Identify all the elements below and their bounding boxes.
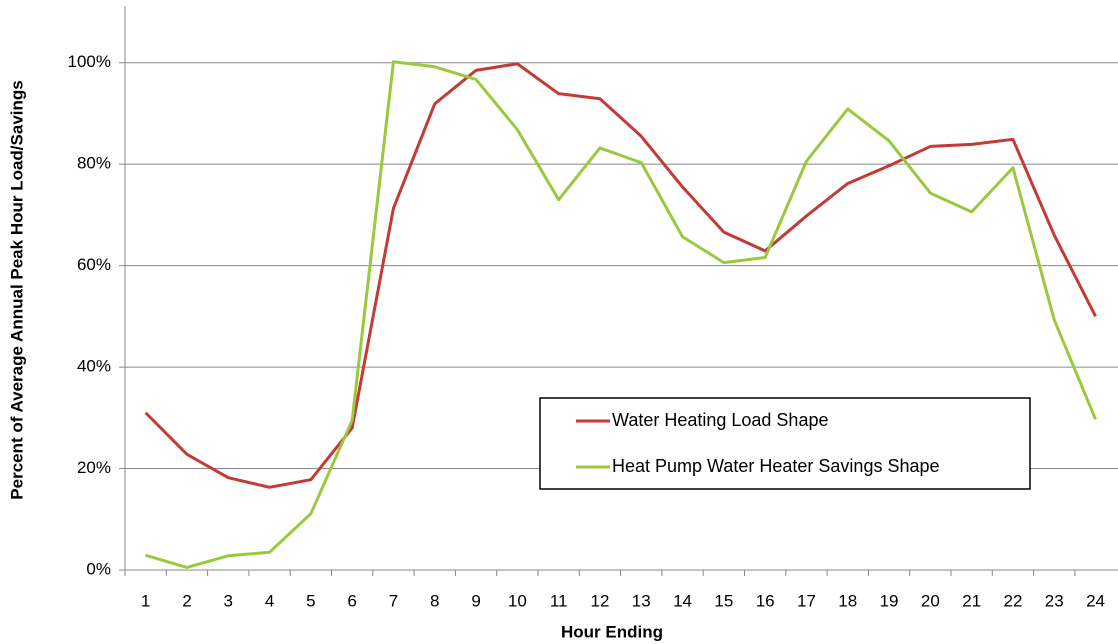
x-tick-label: 4 (265, 591, 274, 610)
x-tick-label: 18 (838, 591, 857, 610)
x-tick-label: 13 (632, 591, 651, 610)
x-tick-label: 20 (921, 591, 940, 610)
x-tick-label: 3 (224, 591, 233, 610)
y-axis-label: Percent of Average Annual Peak Hour Load… (7, 80, 26, 499)
x-tick-label: 15 (714, 591, 733, 610)
legend-box (539, 397, 1031, 490)
y-tick-label: 100% (68, 52, 111, 71)
x-tick-label: 16 (756, 591, 775, 610)
x-tick-label: 5 (306, 591, 315, 610)
x-tick-label: 8 (430, 591, 439, 610)
legend-label: Water Heating Load Shape (612, 410, 828, 430)
x-tick-label: 21 (962, 591, 981, 610)
legend-label: Heat Pump Water Heater Savings Shape (612, 456, 940, 476)
x-tick-label: 10 (508, 591, 527, 610)
y-tick-label: 40% (77, 357, 111, 376)
x-tick-label: 11 (550, 591, 568, 610)
y-tick-label: 80% (77, 154, 111, 173)
y-tick-label: 20% (77, 458, 111, 477)
x-tick-label: 17 (797, 591, 816, 610)
x-tick-label: 14 (673, 591, 692, 610)
x-tick-label: 23 (1045, 591, 1064, 610)
x-tick-label: 12 (590, 591, 609, 610)
series-line (145, 60, 1097, 569)
x-tick-label: 19 (880, 591, 899, 610)
x-tick-label: 22 (1003, 591, 1022, 610)
x-tick-label: 1 (141, 591, 150, 610)
x-tick-label: 24 (1086, 591, 1105, 610)
y-tick-label: 60% (77, 255, 111, 274)
x-tick-label: 7 (389, 591, 398, 610)
x-tick-label: 2 (182, 591, 191, 610)
x-axis-label: Hour Ending (561, 622, 663, 641)
x-tick-label: 6 (347, 591, 356, 610)
x-tick-label: 9 (471, 591, 480, 610)
y-tick-label: 0% (86, 559, 111, 578)
series-line (144, 62, 1097, 489)
